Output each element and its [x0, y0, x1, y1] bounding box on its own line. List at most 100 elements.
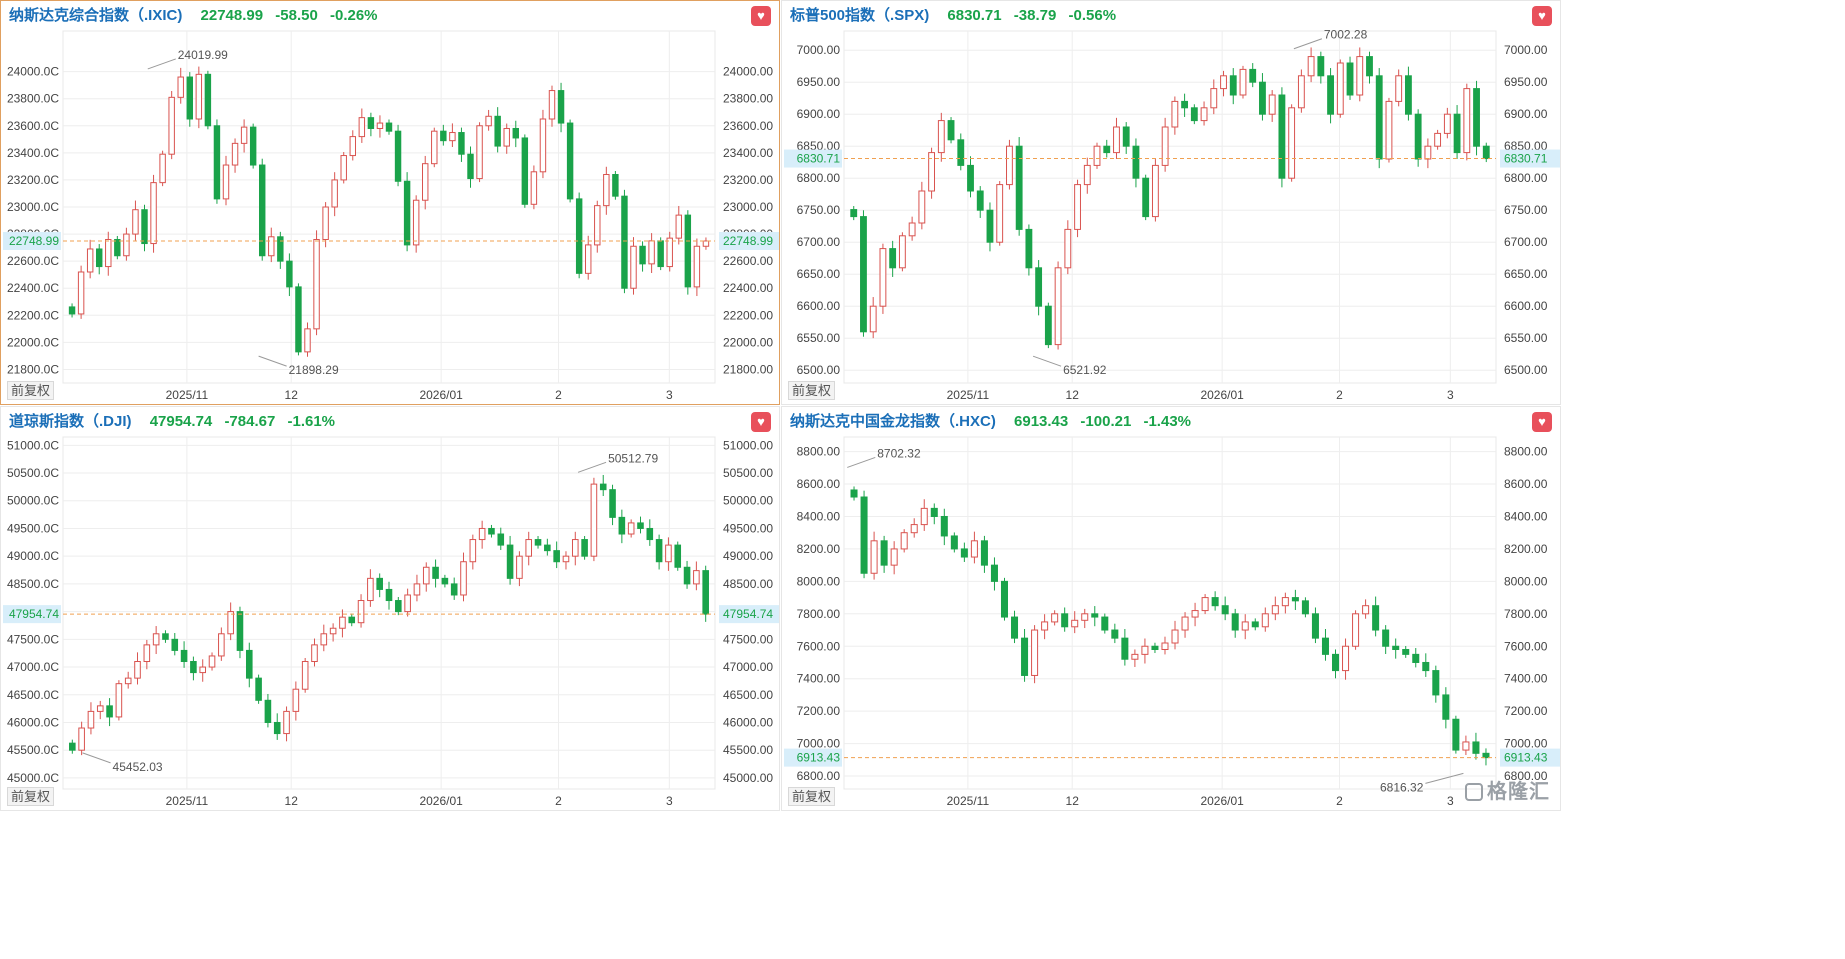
chart-panel-spx[interactable]: 标普500指数（.SPX) 6830.71 -38.79 -0.56% ♥ 65…	[781, 0, 1561, 405]
price-change-pct: -1.61%	[287, 413, 336, 430]
candle-body	[503, 127, 510, 147]
candle-body	[1161, 642, 1169, 650]
candle-body	[367, 577, 374, 602]
watermark-text: 格隆汇	[1487, 781, 1550, 803]
low-label-leader	[1425, 772, 1464, 784]
price-tag-left: 6830.71	[797, 152, 841, 166]
x-tick-label: 2	[555, 794, 562, 808]
adjust-mode-button[interactable]: 前复权	[7, 381, 55, 400]
y-tick-label-left: 6550.00	[797, 331, 841, 345]
candle-body	[967, 164, 974, 192]
y-tick-label-left: 47500.0C	[7, 632, 59, 646]
index-name[interactable]: 道琼斯指数（.DJI)	[9, 413, 132, 430]
candle-body	[1278, 94, 1286, 179]
candle-body	[497, 533, 505, 546]
candle-body	[666, 237, 673, 268]
candle-body	[850, 489, 858, 498]
adjust-mode-button[interactable]: 前复权	[788, 787, 836, 806]
heart-icon[interactable]: ♥	[1532, 6, 1552, 26]
candle-body	[1453, 113, 1461, 154]
candle-body	[702, 570, 709, 615]
adjust-mode-button[interactable]: 前复权	[7, 787, 55, 806]
price-tag-right-bg	[719, 231, 779, 250]
candle-body	[1241, 621, 1249, 631]
candlestick-chart[interactable]: 6800.00 6800.00 7000.00 7000.00 7200.00 7200.…	[782, 407, 1562, 812]
candle-body	[204, 73, 212, 127]
candle-body	[684, 214, 692, 288]
candle-body	[1424, 145, 1432, 160]
chart-panel-hxc[interactable]: 纳斯达克中国金龙指数（.HXC) 6913.43 -100.21 -1.43% …	[781, 406, 1561, 811]
y-tick-label-left: 7000.00	[797, 43, 841, 57]
candle-body	[1074, 184, 1081, 230]
candle-body	[1121, 637, 1129, 660]
candle-body	[331, 179, 338, 208]
candle-body	[1231, 613, 1239, 631]
candle-body	[1336, 62, 1344, 115]
candlestick-chart[interactable]: 6500.00 6500.00 6550.00 6550.00 6600.00 6600.…	[782, 1, 1562, 406]
y-tick-label-left: 50000.0C	[7, 494, 59, 508]
candle-body	[87, 710, 95, 729]
candle-body	[612, 174, 619, 197]
candle-body	[134, 661, 141, 679]
candle-body	[195, 73, 203, 120]
y-tick-label-left: 6600.00	[797, 299, 841, 313]
candle-body	[236, 611, 244, 651]
y-tick-label-left: 7800.00	[797, 607, 841, 621]
candle-body	[557, 90, 565, 124]
x-tick-label: 12	[285, 388, 299, 402]
candlestick-chart[interactable]: 21800.0C 21800.00 22000.0C 22000.00 22200.0C…	[1, 1, 781, 406]
candle-body	[544, 544, 551, 552]
y-tick-label-left: 6900.00	[797, 107, 841, 121]
candle-body	[521, 137, 529, 205]
index-name[interactable]: 纳斯达克中国金龙指数（.HXC)	[790, 413, 996, 430]
adjust-mode-button[interactable]: 前复权	[788, 381, 836, 400]
candle-body	[1261, 613, 1269, 628]
price-tag-right: 22748.99	[723, 234, 773, 248]
y-tick-label-left: 21800.0C	[7, 362, 59, 376]
candle-body	[539, 118, 547, 173]
candle-body	[525, 539, 533, 557]
candle-body	[1031, 629, 1039, 676]
candle-body	[1041, 621, 1049, 631]
y-tick-label-right: 6750.00	[1504, 203, 1548, 217]
candle-body	[440, 130, 447, 142]
plot-frame	[62, 436, 716, 790]
candle-body	[1171, 629, 1179, 644]
price-change: -100.21	[1080, 413, 1132, 430]
candle-body	[1011, 616, 1019, 639]
candle-body	[1422, 661, 1430, 672]
candle-body	[152, 633, 160, 646]
heart-icon[interactable]: ♥	[1532, 412, 1552, 432]
candle-body	[1342, 645, 1350, 672]
candle-body	[880, 540, 888, 566]
chart-panel-dji[interactable]: 道琼斯指数（.DJI) 47954.74 -784.67 -1.61% ♥ 45…	[0, 406, 780, 811]
y-tick-label-right: 22400.00	[723, 281, 773, 295]
index-name[interactable]: 纳斯达克综合指数（.IXIC)	[9, 7, 183, 24]
candle-body	[860, 496, 868, 574]
candle-body	[385, 588, 393, 602]
candle-body	[240, 126, 248, 144]
candlestick-chart[interactable]: 45000.0C 45000.00 45500.0C 45500.00 46000.0C…	[1, 407, 781, 812]
high-label: 50512.79	[608, 451, 658, 465]
candle-body	[1103, 145, 1111, 154]
candle-body	[908, 222, 916, 237]
candle-body	[1171, 100, 1179, 128]
index-name[interactable]: 标普500指数（.SPX)	[790, 7, 930, 24]
chart-panel-ixic[interactable]: 纳斯达克综合指数（.IXIC) 22748.99 -58.50 -0.26% ♥…	[0, 0, 780, 405]
candle-body	[1141, 645, 1149, 655]
candle-body	[301, 661, 309, 690]
y-tick-label-right: 23200.00	[723, 173, 773, 187]
candle-body	[618, 516, 626, 535]
candle-body	[1210, 88, 1218, 109]
candle-body	[599, 483, 607, 491]
candle-body	[1463, 88, 1471, 154]
y-tick-label-left: 7400.00	[797, 672, 841, 686]
heart-icon[interactable]: ♥	[751, 6, 771, 26]
candle-body	[910, 524, 918, 534]
y-tick-label-right: 7600.00	[1504, 639, 1548, 653]
y-tick-label-left: 7200.00	[797, 704, 841, 718]
heart-icon[interactable]: ♥	[751, 412, 771, 432]
candle-body	[1111, 629, 1119, 639]
candle-body	[918, 190, 926, 224]
y-tick-label-right: 46000.00	[723, 715, 773, 729]
